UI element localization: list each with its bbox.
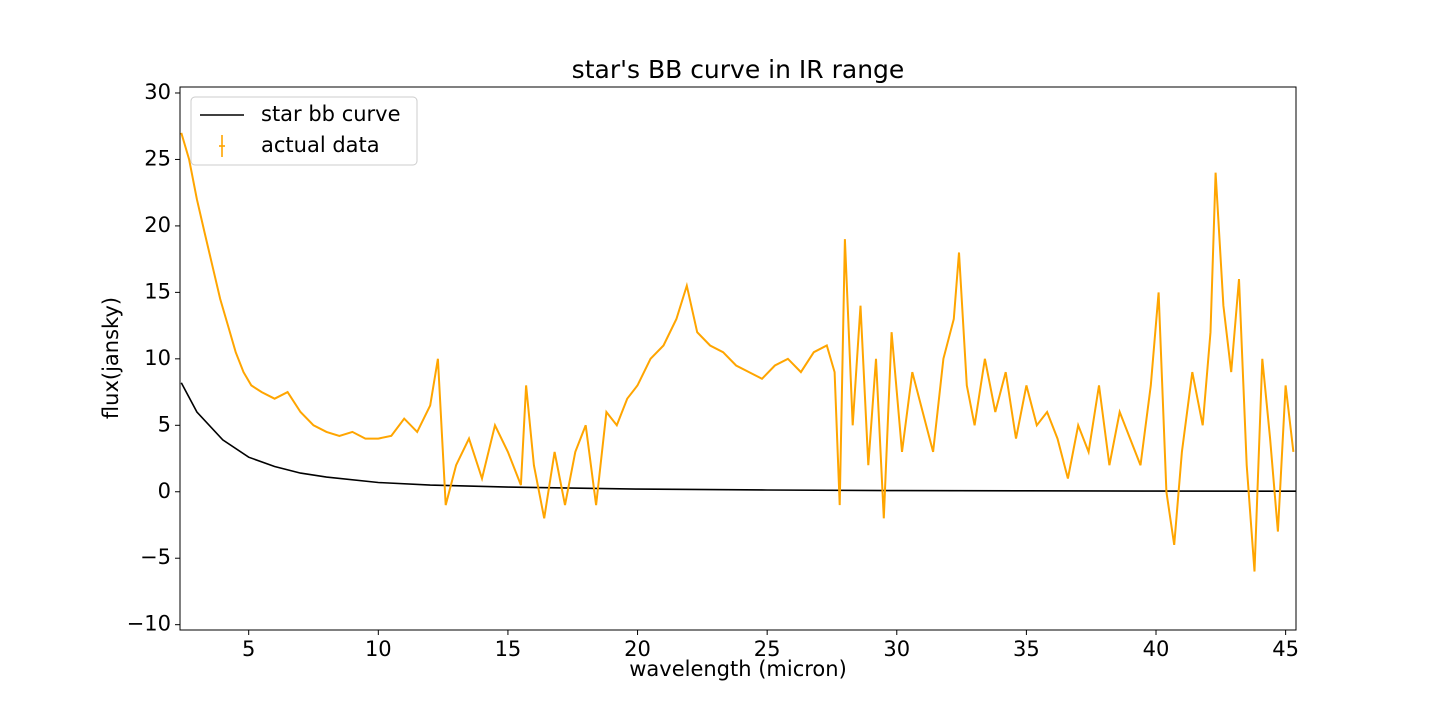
x-tick-label: 45 (1272, 637, 1299, 661)
y-tick-label: 30 (144, 80, 171, 104)
x-tick-label: 10 (365, 637, 392, 661)
legend-box (190, 96, 418, 166)
y-tick-label: 20 (144, 213, 171, 237)
legend-label: actual data (261, 133, 380, 157)
plot-frame (179, 86, 1297, 631)
y-tick-label: −5 (140, 545, 171, 569)
y-tick-label: 15 (144, 279, 171, 303)
legend-label: star bb curve (261, 102, 401, 126)
x-tick-label: 20 (624, 637, 651, 661)
x-axis-label: wavelength (micron) (629, 657, 847, 681)
x-tick-label: 15 (495, 637, 522, 661)
x-tick-label: 25 (754, 637, 781, 661)
plot-area (180, 132, 1296, 572)
x-tick-label: 5 (242, 637, 255, 661)
legend: star bb curve actual data (190, 96, 418, 166)
y-tick-label: 10 (144, 346, 171, 370)
y-tick-label: −10 (127, 612, 171, 636)
series-line (180, 132, 1295, 572)
y-tick-label: 0 (158, 479, 171, 503)
y-axis-label: flux(jansky) (99, 297, 123, 419)
y-tick-label: 5 (158, 412, 171, 436)
chart-title: star's BB curve in IR range (572, 55, 905, 84)
series-line (180, 382, 1296, 492)
x-tick-label: 35 (1013, 637, 1040, 661)
x-tick-label: 40 (1143, 637, 1170, 661)
x-tick-label: 30 (883, 637, 910, 661)
y-tick-label: 25 (144, 146, 171, 170)
